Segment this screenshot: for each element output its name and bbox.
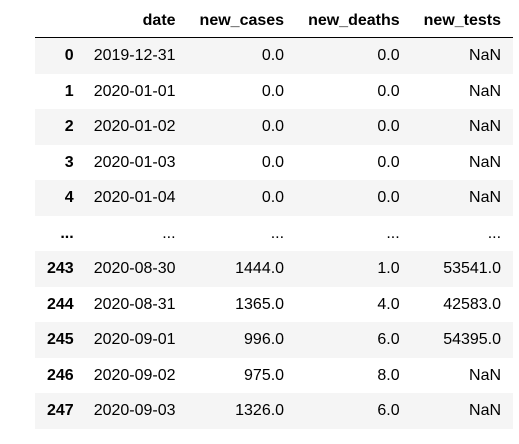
new-cases-cell: 1444.0 xyxy=(235,260,285,277)
date-cell: 2020-09-03 xyxy=(93,402,176,419)
new-cases-column-header: new_cases xyxy=(187,4,297,38)
date-cell: 2020-01-04 xyxy=(93,189,176,206)
new-tests-cell: ... xyxy=(487,224,502,242)
date-cell: 2020-01-01 xyxy=(93,82,176,100)
table-row: 2 2020-01-02 0.0 0.0 NaN xyxy=(35,109,514,145)
row-index: 246 xyxy=(47,366,74,384)
new-cases-cell: 996.0 xyxy=(244,331,285,348)
row-index: 4 xyxy=(64,189,74,206)
date-cell: 2019-12-31 xyxy=(93,47,176,64)
date-column-header: date xyxy=(81,4,188,38)
row-index: 247 xyxy=(47,402,74,419)
row-index: 2 xyxy=(64,118,74,135)
date-cell: 2020-01-02 xyxy=(93,118,176,135)
new-deaths-cell: 0.0 xyxy=(377,47,400,64)
new-deaths-cell: 0.0 xyxy=(377,153,400,171)
date-cell: 2020-09-01 xyxy=(93,331,176,348)
new-tests-cell: NaN xyxy=(469,82,502,100)
table-body: 0 2019-12-31 0.0 0.0 NaN 1 2020-01-01 0.0 0.0 NaN… xyxy=(35,37,514,429)
new-deaths-cell: 0.0 xyxy=(377,189,400,206)
new-tests-cell: NaN xyxy=(469,366,502,384)
row-index: 3 xyxy=(64,153,74,171)
new-deaths-cell: 8.0 xyxy=(377,366,400,384)
new-deaths-cell: 0.0 xyxy=(377,118,400,135)
new-deaths-cell: 6.0 xyxy=(377,402,400,419)
new-deaths-cell: 1.0 xyxy=(377,260,400,277)
new-tests-cell: NaN xyxy=(469,118,502,135)
new-tests-cell: NaN xyxy=(469,189,502,206)
new-cases-cell: 0.0 xyxy=(261,82,285,100)
row-index: 243 xyxy=(47,260,74,277)
date-cell: 2020-08-31 xyxy=(93,295,176,313)
new-cases-cell: 1365.0 xyxy=(235,295,285,313)
date-cell: 2020-09-02 xyxy=(93,366,176,384)
new-tests-cell: 54395.0 xyxy=(443,331,502,348)
index-header xyxy=(35,4,82,38)
table-row: 4 2020-01-04 0.0 0.0 NaN xyxy=(35,180,514,216)
new-cases-cell: 0.0 xyxy=(261,153,285,171)
new-deaths-cell: 4.0 xyxy=(377,295,400,313)
new-tests-cell: NaN xyxy=(469,402,502,419)
date-cell: ... xyxy=(162,224,176,242)
new-deaths-cell: ... xyxy=(386,224,400,242)
new-cases-cell: 0.0 xyxy=(261,118,285,135)
row-index: 1 xyxy=(64,82,74,100)
new-cases-cell: ... xyxy=(270,224,285,242)
new-deaths-cell: 0.0 xyxy=(377,82,400,100)
header-row: date new_cases new_deaths new_tests xyxy=(35,4,514,38)
new-tests-cell: 53541.0 xyxy=(443,260,502,277)
new-deaths-cell: 6.0 xyxy=(377,331,400,348)
table-row: 247 2020-09-03 1326.0 6.0 NaN xyxy=(35,393,514,429)
new-cases-cell: 0.0 xyxy=(261,47,285,64)
table-row: 0 2019-12-31 0.0 0.0 NaN xyxy=(35,37,514,74)
table-row: 244 2020-08-31 1365.0 4.0 42583.0 xyxy=(35,286,514,322)
table-row: 1 2020-01-01 0.0 0.0 NaN xyxy=(35,73,514,109)
table-row: 3 2020-01-03 0.0 0.0 NaN xyxy=(35,144,514,180)
table-row: 245 2020-09-01 996.0 6.0 54395.0 xyxy=(35,322,514,358)
new-tests-cell: NaN xyxy=(469,153,502,171)
new-cases-cell: 975.0 xyxy=(244,366,285,384)
date-cell: 2020-01-03 xyxy=(93,153,176,171)
row-index: 244 xyxy=(47,295,74,313)
new-tests-cell: 42583.0 xyxy=(443,295,502,313)
row-index: 0 xyxy=(64,47,74,64)
new-deaths-column-header: new_deaths xyxy=(296,4,412,38)
table-header: date new_cases new_deaths new_tests xyxy=(35,4,514,38)
table-row: 246 2020-09-02 975.0 8.0 NaN xyxy=(35,357,514,393)
new-tests-cell: NaN xyxy=(469,47,502,64)
date-cell: 2020-08-30 xyxy=(93,260,176,277)
dataframe-table: date new_cases new_deaths new_tests 0 201… xyxy=(35,4,514,429)
table-row: 243 2020-08-30 1444.0 1.0 53541.0 xyxy=(35,251,514,287)
table-row: ............... xyxy=(35,215,514,251)
row-index: 245 xyxy=(47,331,74,348)
row-index: ... xyxy=(60,224,74,242)
new-cases-cell: 1326.0 xyxy=(235,402,285,419)
new-cases-cell: 0.0 xyxy=(261,189,285,206)
new-tests-column-header: new_tests xyxy=(411,4,514,38)
